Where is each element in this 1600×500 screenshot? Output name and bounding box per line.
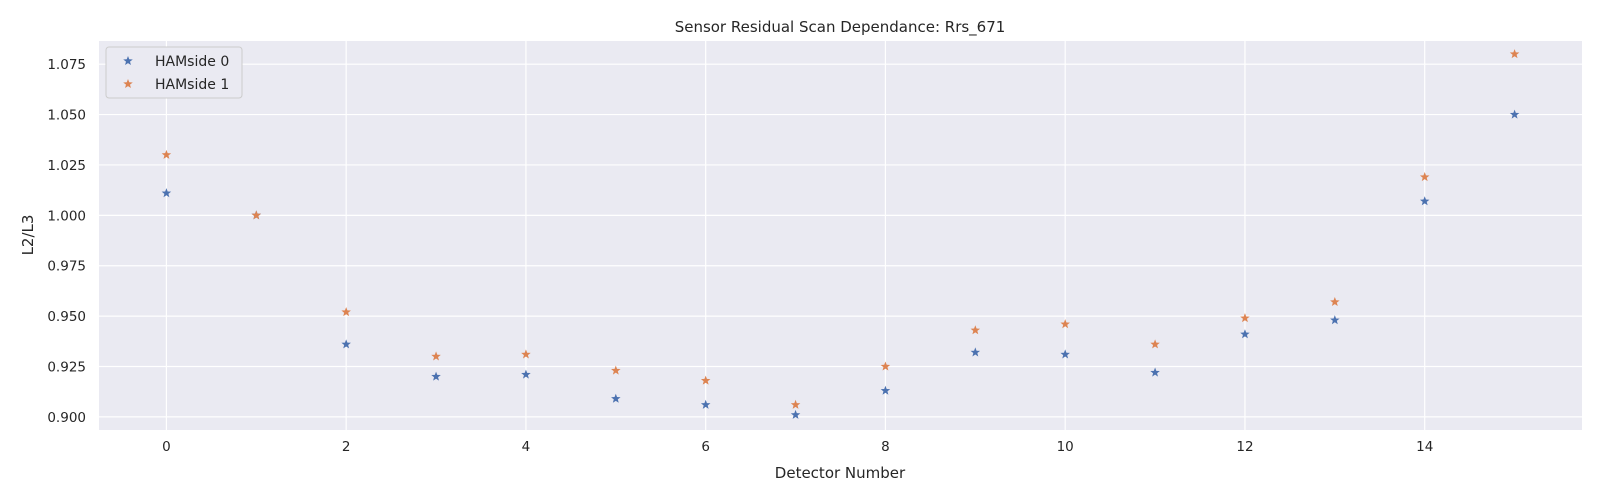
legend: HAMside 0 HAMside 1	[105, 46, 243, 99]
legend-marker	[123, 56, 133, 66]
data-point	[970, 347, 981, 357]
chart-title: Sensor Residual Scan Dependance: Rrs_671	[675, 18, 1006, 37]
data-point	[700, 375, 711, 385]
data-point	[521, 349, 531, 359]
data-point	[880, 385, 891, 395]
y-tick-label: 1.025	[47, 158, 86, 174]
y-axis-label: L2/L3	[19, 215, 37, 256]
data-point	[1419, 172, 1430, 182]
data-point	[611, 365, 621, 375]
data-point	[521, 369, 531, 379]
data-points	[161, 49, 1520, 419]
data-point	[790, 399, 801, 409]
data-point	[1509, 49, 1520, 59]
x-tick-label: 12	[1236, 439, 1253, 455]
legend-label: HAMside 0	[155, 54, 229, 70]
x-tick-label: 0	[162, 439, 171, 455]
legend-label: HAMside 1	[155, 77, 229, 93]
data-point	[1060, 319, 1070, 329]
data-point	[1150, 339, 1160, 349]
data-point	[1240, 313, 1250, 323]
data-point	[1060, 349, 1070, 359]
data-point	[431, 351, 441, 361]
x-axis-label: Detector Number	[775, 464, 906, 482]
data-point	[1150, 367, 1160, 377]
x-tick-label: 2	[342, 439, 351, 455]
data-point	[431, 371, 441, 381]
data-point	[1419, 196, 1430, 206]
y-tick-label: 0.975	[47, 259, 86, 275]
grid-lines	[99, 41, 1582, 430]
axis-ticks: 0 2 4 6 8 10 12 14 0.900 0.925 0.950 0.975 1.000 1.02…	[47, 57, 1433, 455]
x-tick-label: 8	[881, 439, 890, 455]
y-tick-label: 0.900	[47, 410, 86, 426]
x-tick-label: 10	[1057, 439, 1074, 455]
data-point	[1330, 315, 1340, 325]
data-point	[700, 399, 711, 409]
data-point	[341, 307, 351, 317]
y-tick-label: 1.075	[47, 57, 86, 73]
data-point	[880, 361, 891, 371]
legend-box	[105, 46, 243, 99]
data-point	[161, 188, 172, 198]
plot-area	[99, 41, 1582, 430]
data-point	[341, 339, 351, 349]
data-point	[1509, 109, 1520, 119]
data-point	[970, 325, 981, 335]
data-point	[1240, 329, 1250, 339]
series-1	[161, 49, 1520, 409]
y-tick-label: 0.950	[47, 309, 86, 325]
y-tick-label: 1.050	[47, 108, 86, 124]
data-point	[1330, 297, 1340, 307]
x-tick-label: 4	[522, 439, 531, 455]
data-point	[251, 210, 262, 220]
data-point	[161, 149, 172, 159]
data-point	[790, 409, 801, 419]
x-tick-label: 14	[1416, 439, 1433, 455]
x-tick-label: 6	[701, 439, 710, 455]
y-tick-label: 1.000	[47, 208, 86, 224]
y-tick-label: 0.925	[47, 360, 86, 376]
legend-marker	[123, 79, 133, 89]
data-point	[611, 393, 621, 403]
